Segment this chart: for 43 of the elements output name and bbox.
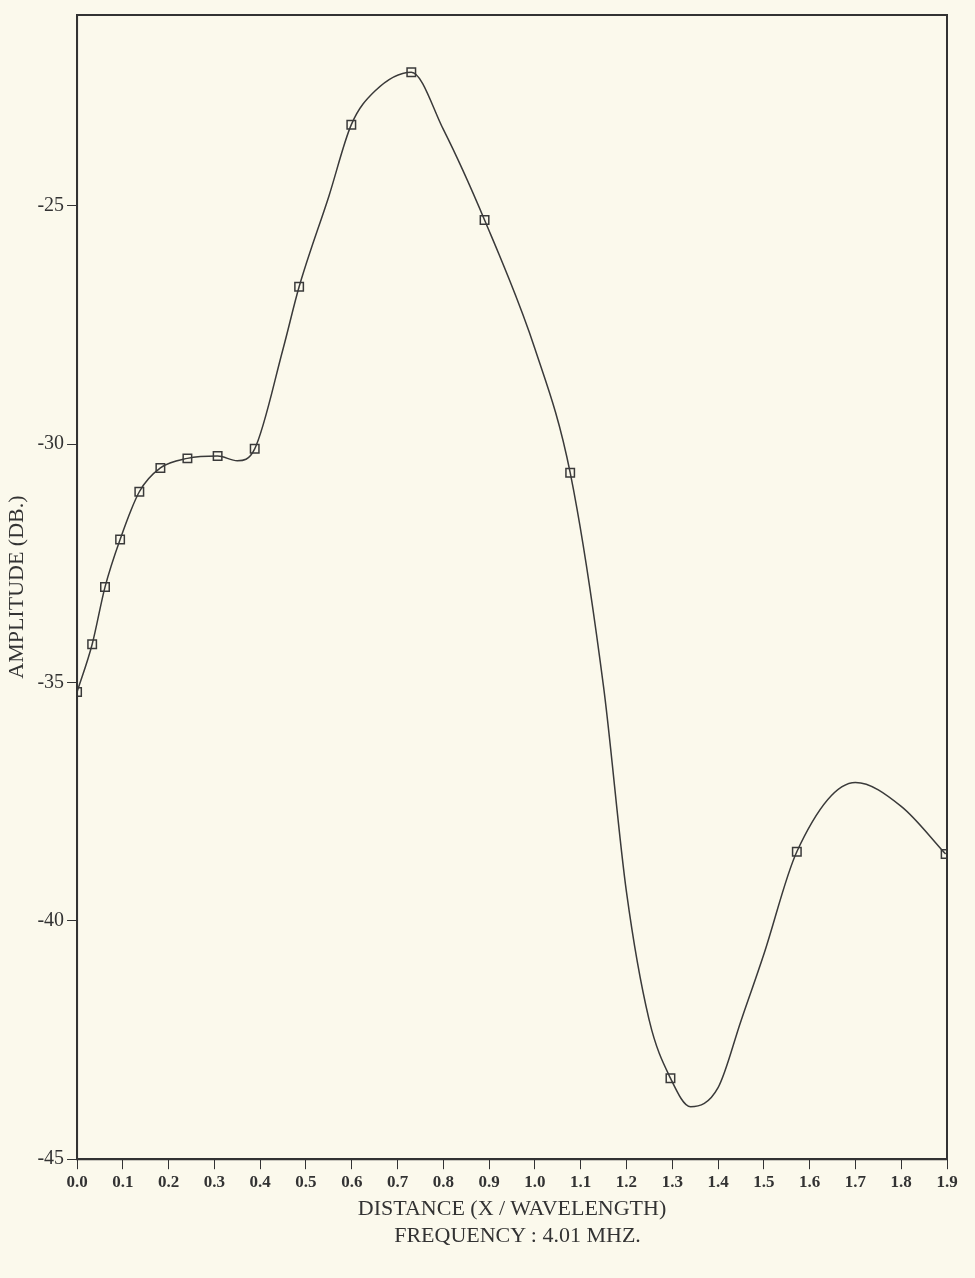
x-tick-label: 0.4 — [249, 1171, 272, 1191]
x-tick-label: 0.1 — [112, 1171, 134, 1191]
x-tick-label: 0.3 — [203, 1171, 226, 1191]
y-tick-label: -25 — [37, 192, 65, 215]
point — [406, 67, 417, 78]
y-tick-label: -45 — [37, 1146, 65, 1169]
y-tick-label: -30 — [37, 431, 65, 454]
x-tick-label: 1.1 — [570, 1171, 592, 1191]
point — [212, 451, 223, 461]
x-tick-label: 1.2 — [615, 1171, 638, 1191]
point — [134, 486, 145, 497]
point — [182, 453, 193, 464]
point — [294, 281, 305, 292]
point — [665, 1073, 676, 1084]
x-tick-label: 1.6 — [799, 1171, 821, 1191]
x-tick-label: 1.7 — [844, 1171, 867, 1191]
x-tick-label: 1.0 — [524, 1171, 546, 1191]
point — [791, 846, 802, 857]
x-tick-label: 0.5 — [295, 1171, 317, 1191]
point — [87, 639, 98, 650]
x-tick-label: 1.9 — [936, 1171, 958, 1191]
y-tick-label: -35 — [37, 669, 65, 692]
y-tick-label: -40 — [37, 908, 65, 931]
x-tick-label: 1.8 — [890, 1171, 912, 1191]
text: FREQUENCY : 4.01 MHZ. — [393, 1222, 642, 1248]
point — [100, 582, 110, 593]
point — [346, 119, 357, 130]
x-tick-label: 1.5 — [753, 1171, 775, 1191]
x-tick-label: 0.6 — [341, 1171, 363, 1191]
x-tick-label: 1.4 — [707, 1171, 730, 1191]
x-tick-label: 1.3 — [661, 1171, 683, 1191]
x-axis-title: DISTANCE (X / WAVELENGTH) — [357, 1194, 667, 1220]
point — [249, 443, 260, 454]
y-axis-title: AMPLITUDE (DB.) — [2, 495, 28, 679]
point — [565, 467, 576, 478]
x-tick-label: 0.2 — [158, 1171, 180, 1191]
x-tick-label: 0.9 — [478, 1171, 500, 1191]
point — [115, 534, 126, 545]
x-tick-label: 0.0 — [66, 1171, 88, 1191]
x-tick-label: 0.7 — [386, 1171, 409, 1191]
x-tick-label: 0.8 — [432, 1171, 454, 1191]
point — [479, 215, 490, 225]
point — [155, 462, 166, 473]
